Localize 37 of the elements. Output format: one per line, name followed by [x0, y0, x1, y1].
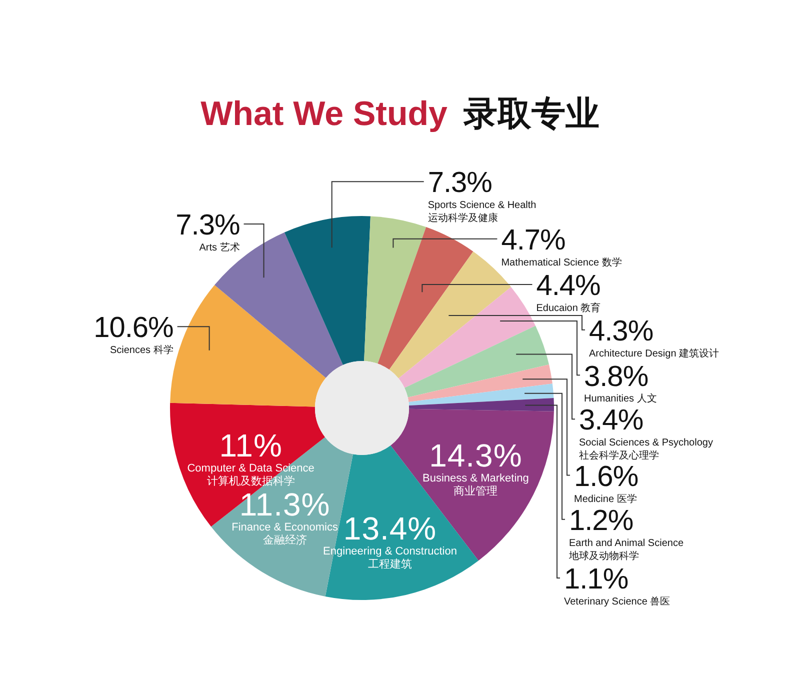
value-label: 3.4% [579, 404, 644, 437]
category-label: Earth and Animal Science [569, 538, 684, 549]
category-label: Sports Science & Health [428, 200, 536, 212]
category-label: Finance & Economics [232, 521, 338, 534]
value-label: 3.8% [584, 360, 648, 393]
category-label: 工程建筑 [368, 558, 412, 570]
category-label: Sciences 科学 [110, 345, 174, 356]
value-label: 11% [219, 428, 282, 464]
category-label: Business & Marketing [422, 472, 529, 484]
category-label: Humanities 人文 [584, 394, 657, 405]
subtitle: 录取专业 [463, 95, 600, 133]
category-label: Educaion 教育 [536, 303, 601, 314]
title: What We Study [200, 95, 448, 133]
value-label: 1.2% [569, 504, 634, 537]
category-label: Veterinary Science 兽医 [564, 596, 670, 608]
value-label: 1.6% [574, 460, 638, 493]
category-label: Medicine 医学 [574, 494, 637, 505]
value-label: 13.4% [343, 510, 437, 546]
category-label: 地球及动物科学 [569, 550, 639, 562]
category-label: 金融经济 [262, 534, 307, 546]
category-label: Architecture Design 建筑设计 [589, 348, 720, 360]
value-label: 10.6% [94, 312, 174, 344]
value-label: 1.1% [564, 564, 628, 596]
category-label: 社会科学及心理学 [579, 450, 659, 462]
category-label: Engineering & Construction [323, 545, 457, 558]
value-label: 4.3% [589, 316, 654, 348]
category-label: Social Sciences & Psychology [579, 438, 713, 449]
value-label: 4.7% [501, 224, 566, 256]
value-label: 7.3% [428, 167, 492, 200]
category-label: 商业管理 [454, 485, 498, 498]
category-label: Mathematical Science 数学 [501, 257, 622, 268]
value-label: 14.3% [429, 437, 522, 474]
category-label: Arts 艺术 [199, 242, 240, 254]
value-label: 7.3% [176, 210, 240, 242]
value-label: 4.4% [536, 270, 600, 302]
category-label: 运动科学及健康 [428, 213, 498, 224]
value-label: 11.3% [239, 486, 330, 522]
